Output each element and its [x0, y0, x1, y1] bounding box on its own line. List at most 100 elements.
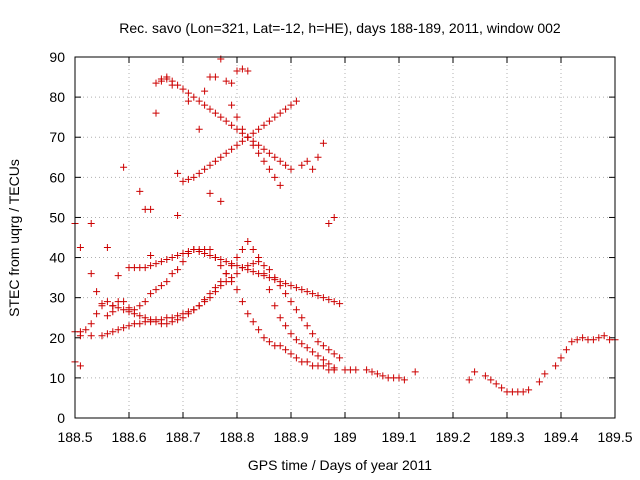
y-tick-label: 50: [49, 209, 65, 225]
data-point: [287, 298, 295, 306]
y-tick-label: 30: [49, 290, 65, 306]
data-point: [249, 129, 257, 137]
data-point: [265, 286, 273, 294]
data-point: [120, 306, 128, 314]
data-point: [222, 258, 230, 266]
data-point: [190, 93, 198, 101]
data-point: [152, 109, 160, 117]
data-point: [228, 79, 236, 87]
data-point: [265, 338, 273, 346]
data-point: [557, 354, 565, 362]
x-tick-label: 188.5: [57, 429, 92, 445]
data-point: [136, 187, 144, 195]
data-point: [238, 137, 246, 145]
data-point: [292, 306, 300, 314]
data-point: [309, 290, 317, 298]
data-point: [228, 121, 236, 129]
data-point: [222, 278, 230, 286]
data-point: [368, 368, 376, 376]
data-point: [373, 370, 381, 378]
data-point: [535, 378, 543, 386]
data-point: [206, 161, 214, 169]
data-point: [174, 266, 182, 274]
data-point: [265, 149, 273, 157]
data-point: [271, 113, 279, 121]
data-point: [287, 282, 295, 290]
data-point: [190, 173, 198, 181]
data-point: [98, 300, 106, 308]
data-point: [76, 244, 84, 252]
data-point: [152, 286, 160, 294]
data-point: [87, 270, 95, 278]
data-point: [282, 105, 290, 113]
x-tick-label: 188.7: [165, 429, 200, 445]
y-tick-label: 20: [49, 330, 65, 346]
data-point: [228, 260, 236, 268]
data-point: [282, 346, 290, 354]
data-point: [184, 97, 192, 105]
data-point: [276, 278, 284, 286]
data-point: [325, 296, 333, 304]
data-point: [87, 219, 95, 227]
data-point: [190, 246, 198, 254]
data-point: [233, 141, 241, 149]
data-point: [244, 67, 252, 75]
y-tick-label: 80: [49, 89, 65, 105]
data-point: [157, 282, 165, 290]
data-point: [174, 312, 182, 320]
data-point: [217, 262, 225, 270]
data-point: [103, 330, 111, 338]
data-point: [179, 177, 187, 185]
data-point: [179, 310, 187, 318]
data-point: [147, 318, 155, 326]
data-point: [260, 145, 268, 153]
data-point: [152, 79, 160, 87]
data-point: [541, 370, 549, 378]
data-point: [206, 105, 214, 113]
data-point: [411, 368, 419, 376]
data-point: [147, 290, 155, 298]
data-point: [325, 346, 333, 354]
data-point: [303, 157, 311, 165]
data-point: [228, 145, 236, 153]
x-tick-label: 189.3: [489, 429, 524, 445]
data-point: [282, 322, 290, 330]
data-point: [249, 141, 257, 149]
data-point: [303, 358, 311, 366]
data-point: [465, 376, 473, 384]
data-point: [260, 262, 268, 270]
data-point: [471, 368, 479, 376]
data-point: [201, 165, 209, 173]
data-point: [222, 77, 230, 85]
data-point: [120, 163, 128, 171]
data-point: [309, 348, 317, 356]
data-point: [276, 181, 284, 189]
data-point: [309, 330, 317, 338]
x-tick-label: 188.8: [219, 429, 254, 445]
data-point: [271, 153, 279, 161]
data-point: [233, 67, 241, 75]
data-point: [287, 330, 295, 338]
data-point: [136, 312, 144, 320]
data-point: [238, 264, 246, 272]
y-tick-label: 0: [57, 410, 65, 426]
data-point: [157, 258, 165, 266]
data-point: [179, 258, 187, 266]
data-point: [400, 376, 408, 384]
data-point: [492, 380, 500, 388]
data-point: [206, 252, 214, 260]
data-point: [168, 77, 176, 85]
data-point: [184, 89, 192, 97]
data-point: [336, 354, 344, 362]
data-point: [233, 113, 241, 121]
data-point: [319, 342, 327, 350]
data-point: [174, 81, 182, 89]
data-point: [195, 97, 203, 105]
data-point: [217, 197, 225, 205]
data-point: [211, 109, 219, 117]
data-point: [211, 157, 219, 165]
data-point: [260, 334, 268, 342]
data-point: [271, 173, 279, 181]
data-point: [319, 356, 327, 364]
data-point: [330, 364, 338, 372]
